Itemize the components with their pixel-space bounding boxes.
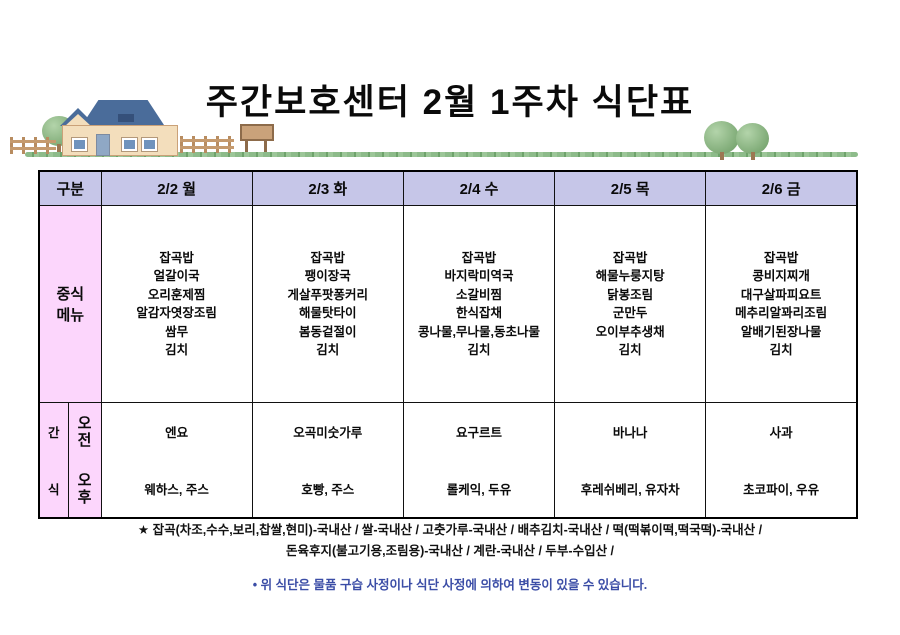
snack-pm-mon: 웨하스, 주스 — [100, 460, 253, 519]
menu-table: 구분 2/2 월 2/3 화 2/4 수 2/5 목 2/6 금 중식 메뉴 잡… — [38, 170, 858, 519]
snack-label-bottom: 식 — [47, 483, 60, 497]
day-header-tue: 2/3 화 — [251, 170, 404, 206]
lunch-menu-wed: 잡곡밥 바지락미역국 소갈비찜 한식잡채 콩나물,무나물,동초나물 김치 — [402, 205, 556, 403]
snack-pm-label-text: 오후 — [77, 471, 92, 506]
snack-am-fri: 사과 — [705, 402, 858, 460]
house-window — [121, 137, 138, 152]
lunch-menu-tue: 잡곡밥 팽이장국 게살푸팟퐁커리 해물탓타이 봄동겉절이 김치 — [251, 205, 404, 403]
house-window — [71, 137, 88, 152]
snack-am-mon: 엔요 — [100, 402, 253, 460]
day-header-mon: 2/2 월 — [100, 170, 253, 206]
tree-icon — [704, 121, 739, 160]
snack-am-thu: 바나나 — [554, 402, 707, 460]
page-title: 주간보호센터 2월 1주차 식단표 — [205, 83, 695, 122]
tree-icon — [736, 123, 769, 160]
snack-am-tue: 오곡미숫가루 — [251, 402, 404, 460]
snack-pm-label: 오후 — [67, 460, 102, 519]
corner-header: 구분 — [38, 170, 102, 206]
day-header-fri: 2/6 금 — [705, 170, 858, 206]
lunch-menu-thu: 잡곡밥 해물누룽지탕 닭봉조림 군만두 오이부추생채 김치 — [554, 205, 707, 403]
change-notice: • 위 식단은 물품 구습 사정이나 식단 사정에 의하여 변동이 있을 수 있… — [252, 578, 648, 592]
day-header-wed: 2/4 수 — [402, 170, 556, 206]
snack-pm-tue: 호빵, 주스 — [251, 460, 404, 519]
snack-am-label: 오전 — [67, 402, 102, 460]
fence-icon — [10, 137, 56, 154]
grass-strip — [25, 152, 858, 157]
snack-am-row: 간 식 오전 엔요 오곡미숫가루 요구르트 바나나 사과 — [38, 402, 858, 518]
origin-note-line2: 돈육후지(불고기용,조림용)-국내산 / 계란-국내산 / 두부-수입산 / — [285, 544, 615, 558]
lunch-row: 중식 메뉴 잡곡밥 얼갈이국 오리훈제찜 알감자엿장조림 쌈무 김치 잡곡밥 팽… — [38, 205, 858, 403]
house-door — [96, 134, 110, 156]
table-header-row: 구분 2/2 월 2/3 화 2/4 수 2/5 목 2/6 금 — [38, 170, 858, 206]
snack-row-label: 간 식 — [38, 402, 69, 518]
snack-pm-row: 오후 웨하스, 주스 호빵, 주스 롤케익, 두유 후레쉬베리, 유자차 초코파… — [39, 460, 858, 519]
lunch-menu-mon: 잡곡밥 얼갈이국 오리훈제찜 알감자엿장조림 쌈무 김치 — [100, 205, 253, 403]
snack-pm-wed: 롤케익, 두유 — [402, 460, 556, 519]
snack-am-label-text: 오전 — [77, 414, 92, 449]
fence-icon — [180, 136, 234, 153]
house-icon — [60, 100, 178, 156]
house-attic-window — [118, 114, 134, 122]
snack-am-wed: 요구르트 — [402, 402, 556, 460]
snack-label-top: 간 — [47, 426, 60, 440]
snack-pm-fri: 초코파이, 우유 — [705, 460, 858, 519]
lunch-menu-fri: 잡곡밥 콩비지찌개 대구살파피요트 메추리알꽈리조림 알배기된장나물 김치 — [705, 205, 858, 403]
origin-note-line1: ★ 잡곡(차조,수수,보리,찹쌀,현미)-국내산 / 쌀-국내산 / 고춧가루-… — [137, 523, 763, 537]
lunch-row-label: 중식 메뉴 — [38, 205, 102, 403]
snack-pm-thu: 후레쉬베리, 유자차 — [554, 460, 707, 519]
house-window — [141, 137, 158, 152]
signpost-icon — [240, 124, 274, 152]
day-header-thu: 2/5 목 — [554, 170, 707, 206]
